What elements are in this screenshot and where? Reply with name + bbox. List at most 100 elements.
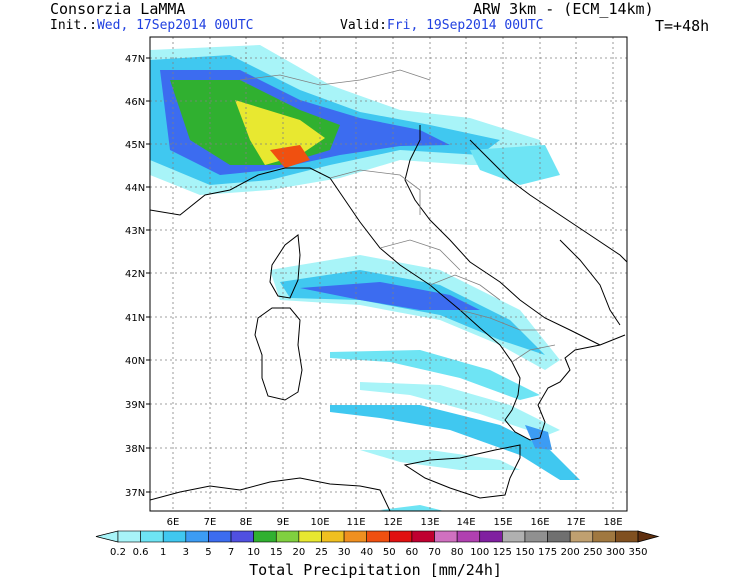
- colorbar-level-label: 20: [293, 547, 306, 558]
- colorbar-level-label: 15: [270, 547, 283, 558]
- model-title: ARW 3km - (ECM_14km): [473, 0, 654, 18]
- colorbar-level-label: 150: [515, 547, 534, 558]
- precip-band-tyrrhenian-blue: [300, 282, 480, 310]
- colorbar-swatch: [366, 530, 390, 543]
- colorbar-swatch: [434, 530, 458, 543]
- colorbar-level-label: 1: [160, 547, 166, 558]
- lat-lon-grid: [150, 37, 627, 511]
- lon-label: 12E: [383, 517, 402, 528]
- colorbar-swatch: [569, 530, 594, 543]
- lon-label: 10E: [310, 517, 329, 528]
- map-content: [150, 37, 627, 511]
- lon-label: 13E: [420, 517, 439, 528]
- colorbar-swatch: [456, 530, 481, 543]
- lon-label: 17E: [566, 517, 585, 528]
- coast-balkans: [559, 239, 621, 326]
- colorbar-swatch: [479, 530, 503, 543]
- colorbar-swatch: [592, 530, 616, 543]
- precip-band-north-red: [270, 145, 310, 168]
- lon-label: 15E: [493, 517, 512, 528]
- colorbar-level-label: 70: [428, 547, 441, 558]
- lon-label: 6E: [167, 517, 180, 528]
- colorbar-level-label: 10: [247, 547, 260, 558]
- colorbar-swatch: [389, 530, 413, 543]
- colorbar-level-label: 3: [183, 547, 189, 558]
- colorbar-level-label: 175: [538, 547, 557, 558]
- coast-africa: [150, 477, 391, 511]
- lon-label: 9E: [277, 517, 290, 528]
- colorbar-swatch: [547, 530, 571, 543]
- colorbar-level-label: 125: [493, 547, 512, 558]
- colorbar-swatch: [343, 530, 367, 543]
- lat-label: 46N: [125, 97, 145, 108]
- colorbar-swatch: [275, 530, 300, 543]
- lat-label: 43N: [125, 226, 145, 237]
- lat-label: 37N: [125, 488, 145, 499]
- colorbar-level-label: 0.2: [110, 547, 126, 558]
- precip-streak-1: [330, 350, 540, 400]
- precip-adriatic: [470, 145, 560, 185]
- colorbar-level-label: 5: [205, 547, 211, 558]
- colorbar-level-label: 100: [470, 547, 489, 558]
- precip-streak-3: [330, 405, 580, 480]
- lat-label: 38N: [125, 444, 145, 455]
- colorbar-swatch: [117, 530, 141, 543]
- valid-value: Fri, 19Sep2014 00UTC: [386, 18, 544, 33]
- colorbar-level-label: 250: [583, 547, 602, 558]
- colorbar-level-label: 300: [606, 547, 625, 558]
- lon-labels: 6E 7E 8E 9E 10E 11E 12E 13E 14E 15E 16E …: [167, 517, 623, 528]
- colorbar-swatch: [502, 530, 526, 543]
- lon-label: 16E: [530, 517, 549, 528]
- colorbar-level-label: 30: [338, 547, 351, 558]
- lat-label: 40N: [125, 356, 145, 367]
- colorbar-level-label: 350: [628, 547, 647, 558]
- lat-label: 44N: [125, 183, 145, 194]
- colorbar-level-label: 50: [383, 547, 396, 558]
- colorbar-swatch: [321, 530, 345, 543]
- colorbar-swatch: [298, 530, 322, 543]
- coast-adriatic-east: [469, 139, 627, 263]
- regional-borders: [239, 69, 556, 363]
- lon-label: 11E: [346, 517, 365, 528]
- axis-ticks: [146, 57, 150, 493]
- precip-calabria: [525, 425, 552, 450]
- colorbar-level-label: 60: [406, 547, 419, 558]
- lat-label: 47N: [125, 54, 145, 65]
- precip-streak-5: [380, 505, 444, 511]
- colorbar-swatch: [208, 530, 232, 543]
- coast-sardinia: [254, 307, 303, 401]
- colorbar-level-label: 40: [360, 547, 373, 558]
- lon-label: 7E: [204, 517, 217, 528]
- coast-adriatic-west: [404, 125, 601, 346]
- colorbar-level-label: 200: [561, 547, 580, 558]
- valid-time: Valid:Fri, 19Sep2014 00UTC: [340, 19, 544, 33]
- colorbar-level-label: 25: [315, 547, 328, 558]
- lead-time: T=+48h: [655, 17, 710, 35]
- init-time: Init.:Wed, 17Sep2014 00UTC: [50, 19, 254, 33]
- lat-label: 41N: [125, 313, 145, 324]
- colorbar-swatch: [524, 530, 548, 543]
- precip-streak-2: [360, 382, 560, 436]
- lat-labels: 47N 46N 45N 44N 43N 42N 41N 40N 39N 38N …: [125, 54, 145, 499]
- colorbar: 0.2 0.6 1 3 5 7 10 15 20 25 30 40 50 60 70 80 100 125 150 1…: [95, 530, 660, 558]
- colorbar-swatch: [185, 530, 209, 543]
- coast-corsica: [269, 234, 301, 299]
- colorbar-swatch: [253, 530, 277, 543]
- lat-label: 42N: [125, 269, 145, 280]
- lon-label: 8E: [240, 517, 253, 528]
- colorbar-swatch: [411, 530, 435, 543]
- colorbar-level-label: 80: [451, 547, 464, 558]
- org-title: Consorzia LaMMA: [50, 0, 186, 18]
- lat-label: 45N: [125, 140, 145, 151]
- colorbar-title: Total Precipitation [mm/24h]: [249, 561, 502, 579]
- colorbar-swatch: [230, 530, 254, 543]
- precip-streak-4: [360, 450, 520, 470]
- lon-label: 14E: [456, 517, 475, 528]
- colorbar-swatch: [162, 530, 187, 543]
- init-label: Init.:: [50, 18, 97, 33]
- lat-label: 39N: [125, 400, 145, 411]
- colorbar-arrow-left: [95, 530, 119, 543]
- colorbar-swatch: [615, 530, 639, 543]
- valid-label: Valid:: [340, 18, 387, 33]
